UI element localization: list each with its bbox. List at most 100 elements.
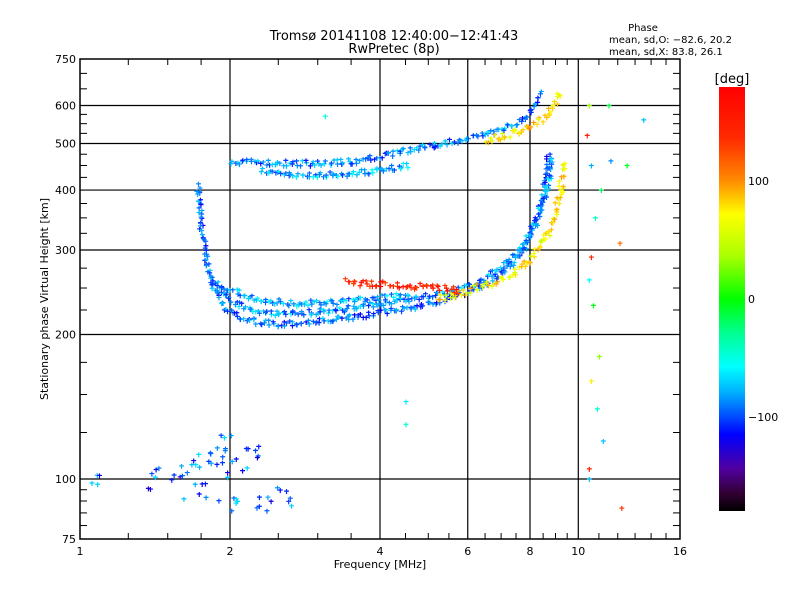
- x-tick-label: 8: [527, 545, 534, 558]
- data-point: [242, 304, 248, 310]
- data-point: [544, 162, 550, 168]
- data-point: [258, 299, 264, 305]
- data-point: [145, 486, 151, 492]
- data-point: [382, 297, 388, 303]
- data-point: [513, 123, 519, 129]
- y-tick-label: 200: [55, 329, 76, 342]
- data-point: [220, 454, 226, 460]
- data-point: [350, 317, 356, 323]
- data-point: [253, 448, 259, 454]
- chart-title: Tromsø 20141108 12:40:00−12:41:43: [269, 29, 519, 44]
- data-point: [321, 309, 327, 315]
- data-point: [184, 470, 190, 476]
- data-point: [385, 151, 391, 157]
- data-point: [538, 91, 544, 97]
- data-point: [308, 312, 314, 318]
- y-tick-label: 400: [55, 184, 76, 197]
- data-point: [255, 453, 261, 459]
- data-point: [291, 301, 297, 307]
- data-point: [453, 287, 459, 293]
- data-point: [552, 217, 558, 223]
- data-point: [560, 184, 566, 190]
- data-point: [390, 284, 396, 290]
- data-point: [278, 171, 284, 177]
- data-point: [294, 158, 300, 164]
- data-point: [346, 279, 352, 285]
- data-point: [380, 279, 386, 285]
- data-point: [592, 215, 598, 221]
- data-point: [437, 288, 443, 294]
- data-point: [512, 272, 518, 278]
- x-tick-label: 4: [377, 545, 384, 558]
- stats-x-line: mean, sd,X: 83.8, 26.1: [609, 47, 723, 58]
- data-point: [520, 241, 526, 247]
- data-point: [426, 296, 432, 302]
- data-point: [255, 296, 261, 302]
- data-point: [241, 316, 247, 322]
- data-point: [471, 283, 477, 289]
- data-point: [351, 279, 357, 285]
- data-point: [506, 257, 512, 263]
- data-point: [230, 287, 236, 293]
- data-point: [554, 91, 560, 97]
- data-point: [394, 280, 400, 286]
- data-point: [249, 293, 255, 299]
- data-point: [408, 149, 414, 155]
- data-point: [286, 499, 292, 505]
- data-point: [534, 122, 540, 128]
- data-point: [391, 295, 397, 301]
- data-point: [486, 283, 492, 289]
- data-point: [427, 142, 433, 148]
- data-point: [519, 119, 525, 125]
- data-point: [540, 119, 546, 125]
- data-point: [470, 133, 476, 139]
- data-point: [373, 283, 379, 289]
- data-point: [197, 465, 203, 471]
- data-point: [335, 161, 341, 167]
- data-point: [426, 294, 432, 300]
- data-point: [479, 283, 485, 288]
- data-point: [450, 284, 456, 290]
- data-point: [305, 318, 311, 324]
- data-point: [413, 294, 419, 300]
- data-point: [303, 158, 309, 164]
- data-point: [254, 455, 260, 461]
- data-point: [353, 161, 359, 167]
- data-point: [215, 279, 221, 285]
- x-axis-label: Frequency [MHz]: [334, 558, 426, 571]
- data-point: [556, 201, 562, 207]
- data-point: [275, 485, 281, 491]
- data-point: [535, 100, 541, 106]
- data-point: [488, 128, 494, 134]
- data-point: [354, 172, 360, 178]
- data-point: [391, 167, 397, 173]
- data-point: [199, 228, 205, 234]
- data-point: [460, 288, 466, 294]
- data-point: [532, 218, 538, 224]
- data-point: [482, 132, 488, 138]
- data-point: [554, 102, 560, 108]
- data-point: [397, 292, 403, 298]
- data-point: [641, 117, 647, 123]
- data-point: [298, 163, 304, 169]
- data-point: [264, 508, 270, 514]
- data-point: [394, 148, 400, 154]
- data-point: [234, 310, 240, 316]
- data-point: [419, 303, 425, 309]
- data-point: [586, 103, 592, 109]
- data-point: [406, 299, 412, 305]
- data-point: [561, 174, 567, 180]
- data-point: [431, 140, 437, 146]
- data-point: [474, 132, 480, 138]
- data-point: [274, 300, 280, 306]
- data-point: [366, 310, 372, 316]
- data-point: [192, 482, 198, 488]
- data-points: [89, 89, 647, 514]
- data-point: [437, 293, 443, 299]
- data-point: [306, 171, 312, 177]
- data-point: [198, 202, 204, 208]
- data-point: [447, 137, 453, 143]
- data-point: [354, 305, 360, 311]
- data-point: [295, 312, 301, 318]
- data-point: [557, 195, 563, 201]
